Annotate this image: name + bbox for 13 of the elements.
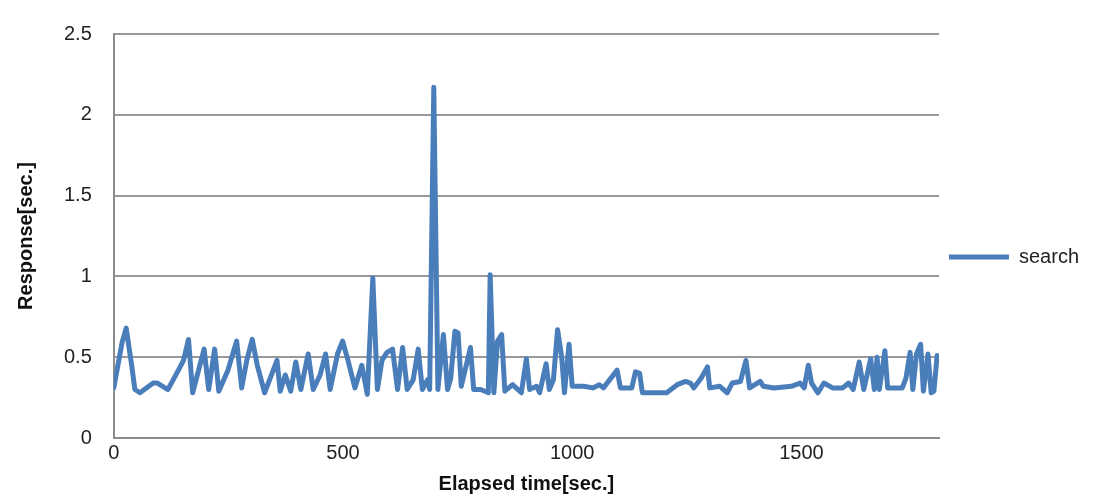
x-axis-title: Elapsed time[sec.] <box>438 471 615 494</box>
x-tick-label: 1500 <box>779 440 824 463</box>
y-tick-label: 1.5 <box>63 183 92 206</box>
y-tick-label: 0.5 <box>63 344 92 367</box>
y-tick-label: 2.5 <box>63 21 92 44</box>
y-tick-label: 0 <box>80 425 92 448</box>
y-tick-label: 2 <box>80 102 92 125</box>
y-tick-label: 1 <box>80 263 92 286</box>
x-tick-label: 0 <box>108 440 120 463</box>
x-tick-label: 1000 <box>549 440 595 463</box>
x-tick-label: 500 <box>326 440 360 463</box>
y-axis-title: Response[sec.] <box>13 162 36 310</box>
legend-label: search <box>1018 244 1079 267</box>
